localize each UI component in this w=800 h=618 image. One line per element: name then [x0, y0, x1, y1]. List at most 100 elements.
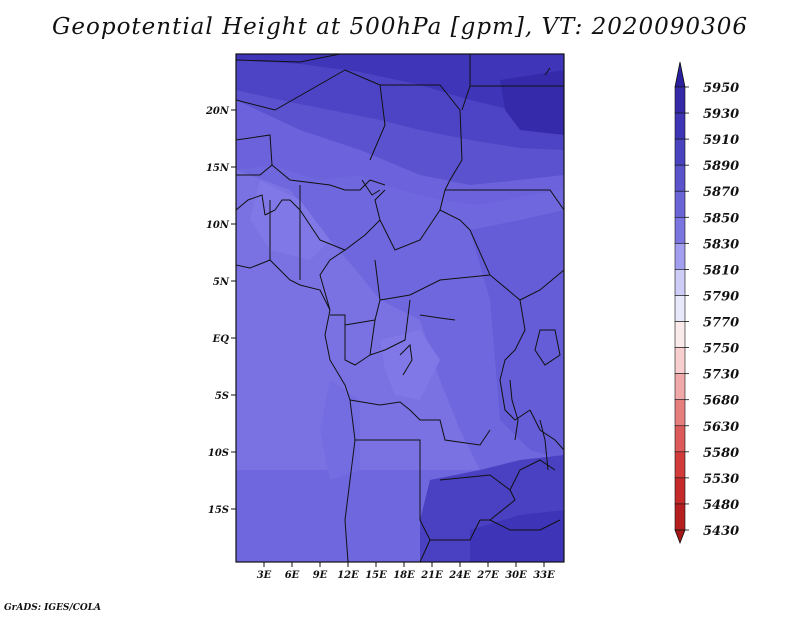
colorbar-swatch: [674, 451, 686, 479]
lat-label: 10N: [206, 220, 230, 231]
border-line: [264, 199, 301, 216]
lake-victoria: [534, 329, 561, 366]
map-title: Geopotential Height at 500hPa [gpm], VT:…: [52, 14, 748, 40]
border-line: [349, 399, 491, 446]
colorbar-label: 5910: [703, 133, 739, 148]
lon-label: 21E: [420, 570, 443, 581]
border-line: [236, 54, 341, 63]
lon-label: 30E: [505, 570, 527, 581]
colorbar-label: 5890: [703, 159, 739, 174]
lon-label: 18E: [393, 570, 415, 581]
lon-label: 12E: [337, 570, 359, 581]
geopotential-field: [236, 54, 564, 562]
coastline: [236, 259, 331, 311]
border-line: [330, 314, 376, 326]
colorbar-swatch: [674, 243, 686, 270]
colorbar-label: 5790: [703, 289, 739, 304]
colorbar-swatch: [674, 347, 686, 374]
border-line: [379, 209, 471, 251]
colorbar-label: 5630: [703, 420, 739, 435]
colorbar-label: 5850: [703, 211, 739, 226]
border-line: [236, 69, 386, 161]
colorbar-label: 5830: [703, 237, 739, 252]
border-line: [369, 299, 411, 356]
colorbar-label: 5870: [703, 185, 739, 200]
lat-label: EQ: [212, 334, 230, 345]
border-line: [439, 474, 516, 521]
colorbar-swatch: [674, 295, 686, 322]
colorbar-swatch: [674, 190, 686, 218]
border-line: [374, 299, 381, 321]
lat-label: 5S: [215, 391, 229, 402]
colorbar-label: 5480: [703, 498, 739, 513]
lat-label: 5N: [213, 277, 230, 288]
coastline: [344, 399, 356, 562]
colorbar-top-arrow: [674, 61, 686, 88]
lon-label: 15E: [365, 570, 387, 581]
colorbar-label: 5750: [703, 342, 739, 357]
field-light-patch-congo: [380, 330, 440, 400]
colorbar-swatch: [674, 425, 686, 453]
colorbar-swatch: [674, 216, 686, 244]
country-borders: [236, 54, 564, 562]
lat-label: 20N: [205, 106, 230, 117]
colorbar-swatch: [674, 269, 686, 296]
grads-credit: GrADS: IGES/COLA: [4, 603, 102, 613]
lon-label: 24E: [448, 570, 471, 581]
colorbar-label: 5810: [703, 263, 739, 278]
lon-label: 9E: [313, 570, 328, 581]
border-line: [319, 249, 346, 311]
lat-label: 15N: [206, 163, 230, 174]
border-line: [419, 539, 431, 562]
colorbar-swatch: [674, 503, 686, 531]
colorbar-bottom-arrow: [674, 529, 686, 545]
colorbar-label: 5430: [703, 524, 739, 539]
river-segment: [399, 343, 413, 376]
lake-tanganyika: [509, 379, 519, 441]
border-line: [374, 259, 491, 301]
colorbar-swatch: [674, 477, 686, 505]
colorbar-label: 5580: [703, 446, 739, 461]
field-band-south-5910: [470, 510, 564, 562]
lon-label: 6E: [285, 570, 300, 581]
border-line: [439, 189, 564, 211]
lon-label: 33E: [533, 570, 555, 581]
colorbar-label: 5530: [703, 472, 739, 487]
longitude-axis: 3E 6E 9E 12E 15E 18E 21E 24E 27E 30E 33E: [257, 562, 555, 581]
border-line: [344, 319, 376, 366]
colorbar-swatch: [674, 373, 686, 401]
coastline: [324, 309, 351, 401]
colorbar-label: 5930: [703, 107, 739, 122]
colorbar-swatch: [674, 86, 686, 114]
map-frame: [235, 53, 565, 563]
colorbar-label: 5950: [703, 81, 739, 96]
colorbar-label: 5680: [703, 394, 739, 409]
field-patch-angola: [320, 380, 360, 480]
colorbar: 5950 5930 5910 5890 5870 5850 5830 5810 5790 5770…: [674, 61, 739, 545]
coastline: [529, 409, 564, 451]
lat-label: 15S: [208, 505, 229, 516]
colorbar-label: 5730: [703, 368, 739, 383]
lake-malawi: [539, 419, 549, 471]
border-line: [271, 164, 386, 191]
lon-label: 3E: [257, 570, 272, 581]
field-band-east: [470, 210, 564, 460]
border-line: [299, 189, 386, 251]
colorbar-swatch: [674, 138, 686, 166]
colorbar-swatch: [674, 164, 686, 192]
lake-chad: [361, 179, 381, 196]
lon-label: 27E: [476, 570, 499, 581]
colorbar-swatch: [674, 112, 686, 140]
border-line: [499, 299, 531, 421]
colorbar-swatch: [674, 321, 686, 348]
colorbar-swatch: [674, 399, 686, 427]
island-outline: [544, 67, 551, 76]
river-segment: [419, 314, 456, 321]
lat-label: 10S: [208, 448, 229, 459]
colorbar-label: 5770: [703, 316, 739, 331]
latitude-axis: 20N 15N 10N 5N EQ 5S 10S 15S: [205, 106, 236, 516]
field-band-5910: [236, 54, 564, 120]
border-line: [489, 519, 561, 531]
border-line: [380, 84, 463, 191]
